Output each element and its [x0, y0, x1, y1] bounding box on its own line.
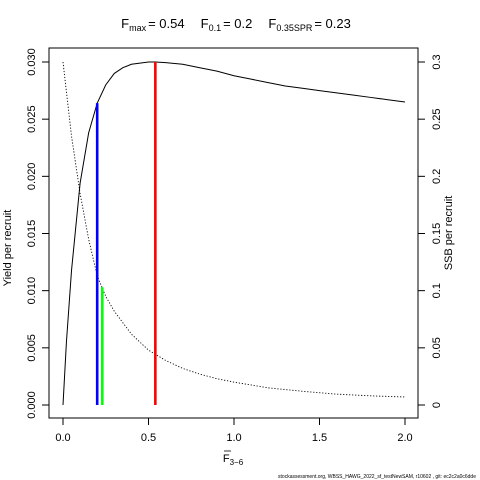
y-tick-label: 0.010 [26, 277, 38, 305]
y-tick-label: 0.020 [26, 163, 38, 191]
footer-note: stockassessment.org, WBSS_HAWG_2022_sf_t… [278, 474, 476, 480]
y-tick-label: 0.000 [26, 391, 38, 419]
title-f01-value: = 0.2 [223, 16, 252, 31]
title-fspr-value: = 0.23 [314, 16, 351, 31]
plot-frame [48, 47, 419, 419]
y2-tick-label: 0.25 [431, 108, 443, 129]
y2-tick-label: 0.05 [431, 337, 443, 358]
x-axis-title-base: F [223, 453, 230, 465]
chart-title: Fmax = 0.54 F0.1 = 0.2 F0.35SPR = 0.23 [121, 16, 351, 33]
x-axis-title: F3−6 [223, 453, 244, 467]
y-axis-right: 0 0.05 0.1 0.15 0.2 0.25 0.3 [418, 54, 443, 408]
y2-tick-label: 0.3 [431, 54, 443, 69]
y2-tick-label: 0.1 [431, 283, 443, 298]
y-tick-label: 0.030 [26, 48, 38, 76]
y-axis-title: Yield per recruit [2, 210, 14, 287]
title-fspr-base: F [268, 16, 276, 31]
x-axis: 0.0 0.5 1.0 1.5 2.0 [55, 418, 413, 444]
y-tick-label: 0.015 [26, 220, 38, 248]
y2-tick-label: 0.2 [431, 169, 443, 184]
y-tick-label: 0.025 [26, 105, 38, 133]
y-axis-left: 0.000 0.005 0.010 0.015 0.020 0.025 0.030 [26, 48, 49, 419]
y2-axis-title: SSB per recruit [443, 196, 455, 271]
title-f01-base: F [201, 16, 209, 31]
x-tick-label: 2.0 [397, 432, 412, 444]
ssb-per-recruit-line [62, 61, 406, 398]
title-fspr-sub: 0.35SPR [276, 23, 313, 33]
x-tick-label: 0.5 [141, 432, 156, 444]
title-fmax-base: F [121, 16, 129, 31]
x-tick-label: 1.5 [312, 432, 327, 444]
y2-tick-label: 0 [431, 402, 443, 408]
y2-tick-label: 0.15 [431, 223, 443, 244]
x-tick-label: 0.0 [55, 432, 70, 444]
title-fmax-value: = 0.54 [148, 16, 185, 31]
series-layer [62, 61, 406, 406]
title-fmax-sub: max [129, 23, 147, 33]
y-tick-label: 0.005 [26, 334, 38, 362]
yield-per-recruit-line [62, 61, 406, 406]
reference-lines [95, 62, 157, 405]
x-tick-label: 1.0 [226, 432, 241, 444]
title-f01-sub: 0.1 [209, 23, 222, 33]
x-axis-title-sub: 3−6 [230, 458, 244, 467]
